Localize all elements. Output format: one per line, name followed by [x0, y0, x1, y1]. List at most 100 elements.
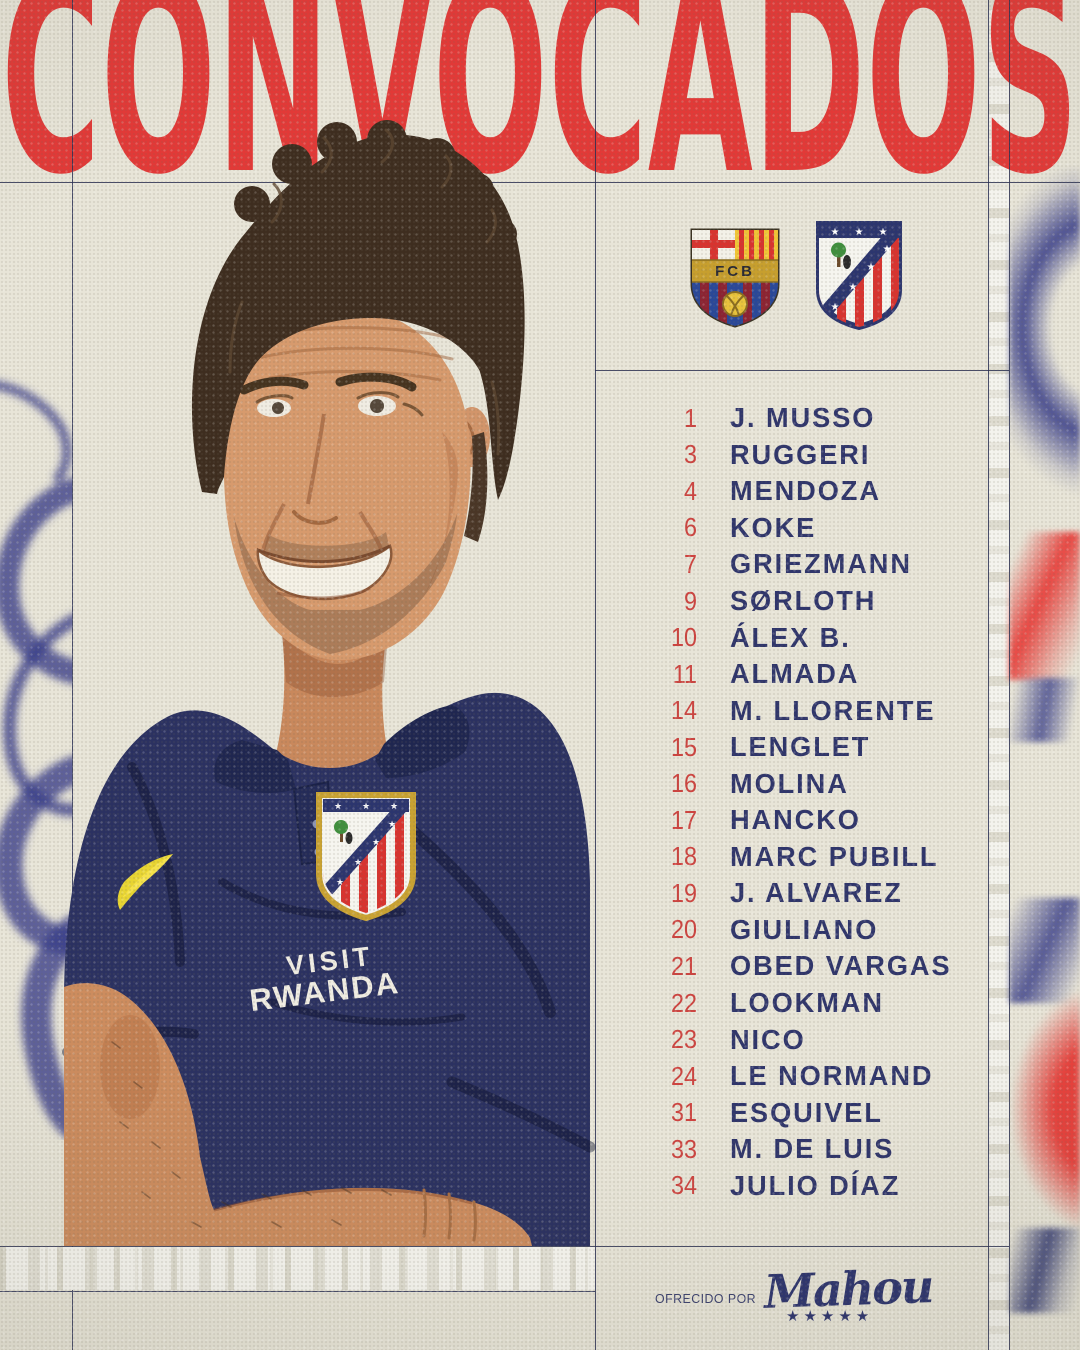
- squad-row: 19 J. ALVAREZ: [595, 875, 1009, 912]
- player-name: ALMADA: [730, 658, 860, 690]
- rule-under-crests: [595, 369, 1009, 371]
- headline-text: CONVOCADOS: [1, 0, 1079, 183]
- player-name: ÁLEX B.: [730, 621, 851, 653]
- player-name: RUGGERI: [730, 438, 871, 470]
- player-name: M. LLORENTE: [730, 694, 936, 726]
- squad-row: 33 M. DE LUIS: [595, 1131, 1009, 1168]
- player-number: 23: [670, 1024, 697, 1055]
- squad-list: 1 J. MUSSO 3 RUGGERI 4 MENDOZA 6 KOKE 7 GRIEZ…: [595, 400, 1009, 1204]
- player-number: 6: [683, 512, 697, 543]
- fcb-crest-icon: FCB: [690, 228, 780, 328]
- player-name: MENDOZA: [730, 475, 881, 507]
- player-number: 18: [670, 841, 697, 872]
- player-name: NICO: [730, 1023, 806, 1055]
- player-name: MOLINA: [730, 767, 849, 799]
- vertical-barcode-strip: [988, 0, 1009, 1350]
- fcb-initials: FCB: [715, 263, 755, 280]
- spray-blob: [1009, 678, 1080, 742]
- squad-row: 23 NICO: [595, 1021, 1009, 1058]
- player-number: 21: [670, 950, 697, 981]
- presented-by-label: OFRECIDO POR: [655, 1291, 757, 1306]
- squad-row: 22 LOOKMAN: [595, 985, 1009, 1022]
- svg-text:★: ★: [388, 820, 396, 830]
- player-number: 22: [670, 987, 697, 1018]
- player-name: LE NORMAND: [730, 1060, 934, 1092]
- squad-row: 3 RUGGERI: [595, 437, 1009, 474]
- squad-row: 4 MENDOZA: [595, 473, 1009, 510]
- player-name: SØRLOTH: [730, 585, 877, 616]
- headline: CONVOCADOS: [1, 0, 1079, 183]
- player-number: 19: [670, 877, 697, 908]
- squad-row: 21 OBED VARGAS: [595, 948, 1009, 985]
- player-number: 15: [670, 731, 697, 762]
- squad-row: 14 M. LLORENTE: [595, 692, 1009, 729]
- player-number: 7: [683, 548, 697, 579]
- svg-text:★: ★: [362, 802, 370, 812]
- mahou-stars: ★★★★★: [786, 1308, 874, 1325]
- svg-text:★: ★: [354, 858, 362, 868]
- svg-text:★: ★: [855, 227, 864, 238]
- rule-above-footer: [0, 1245, 1009, 1247]
- player-name: KOKE: [730, 511, 817, 543]
- player-name: MARC PUBILL: [730, 840, 939, 872]
- svg-text:★: ★: [879, 227, 888, 238]
- coach-photo: ★ ★ ★ ★ ★ ★ ★ VISIT RWANDA: [62, 120, 596, 1246]
- svg-text:★: ★: [372, 838, 380, 848]
- player-name: J. ALVAREZ: [730, 877, 903, 909]
- player-name: LENGLET: [730, 731, 871, 763]
- player-number: 16: [670, 768, 697, 799]
- svg-text:★: ★: [883, 244, 892, 255]
- player-name: GIULIANO: [730, 913, 879, 945]
- svg-text:★: ★: [334, 802, 342, 812]
- squad-row: 17 HANCKO: [595, 802, 1009, 839]
- player-name: JULIO DÍAZ: [730, 1169, 901, 1201]
- svg-text:★: ★: [390, 802, 398, 812]
- player-number: 3: [683, 439, 697, 470]
- player-number: 1: [683, 402, 697, 433]
- player-number: 20: [670, 914, 697, 945]
- player-number: 34: [670, 1170, 697, 1201]
- squad-row: 20 GIULIANO: [595, 912, 1009, 949]
- spray-blob: [1009, 532, 1080, 680]
- svg-text:★: ★: [849, 282, 858, 293]
- rule-under-barcode: [0, 1290, 595, 1292]
- player-name: HANCKO: [730, 804, 861, 836]
- horizontal-barcode-strip: [0, 1247, 595, 1290]
- squad-row: 11 ALMADA: [595, 656, 1009, 693]
- squad-row: 24 LE NORMAND: [595, 1058, 1009, 1095]
- spray-blob: [1009, 168, 1080, 498]
- spray-blob: [1009, 1228, 1080, 1313]
- rule-vertical-left: [71, 0, 73, 1350]
- player-name: J. MUSSO: [730, 402, 876, 434]
- player-number: 17: [670, 804, 697, 835]
- svg-text:★: ★: [867, 262, 876, 273]
- svg-text:★: ★: [831, 227, 840, 238]
- rule-under-title: [0, 181, 1080, 183]
- squad-row: 1 J. MUSSO: [595, 400, 1009, 437]
- player-name: ESQUIVEL: [730, 1096, 883, 1128]
- squad-row: 15 LENGLET: [595, 729, 1009, 766]
- squad-row: 9 SØRLOTH: [595, 583, 1009, 620]
- player-name: OBED VARGAS: [730, 950, 952, 982]
- spray-blob: [1009, 980, 1080, 1245]
- squad-row: 18 MARC PUBILL: [595, 839, 1009, 876]
- left-spray-art: [0, 381, 72, 1140]
- player-name: M. DE LUIS: [730, 1133, 895, 1165]
- player-number: 31: [670, 1097, 697, 1128]
- player-name: LOOKMAN: [730, 987, 884, 1019]
- squad-row: 31 ESQUIVEL: [595, 1094, 1009, 1131]
- atletico-crest-icon: ★ ★ ★ ★ ★ ★ ★: [816, 221, 902, 330]
- rule-vertical-mid: [594, 0, 596, 1350]
- right-spray-art: [1009, 0, 1080, 1350]
- shirt-crest-patch: ★ ★ ★ ★ ★ ★ ★: [316, 792, 416, 922]
- player-number: 10: [670, 622, 697, 653]
- player-name: GRIEZMANN: [730, 548, 912, 580]
- player-number: 11: [672, 658, 697, 689]
- svg-text:★: ★: [336, 878, 344, 888]
- player-number: 24: [670, 1060, 697, 1091]
- coach-illustration: ★ ★ ★ ★★★★ VISIT RWANDA: [62, 120, 596, 1246]
- player-number: 9: [683, 585, 697, 616]
- rule-vertical-right2: [1008, 0, 1010, 1350]
- player-number: 14: [670, 695, 697, 726]
